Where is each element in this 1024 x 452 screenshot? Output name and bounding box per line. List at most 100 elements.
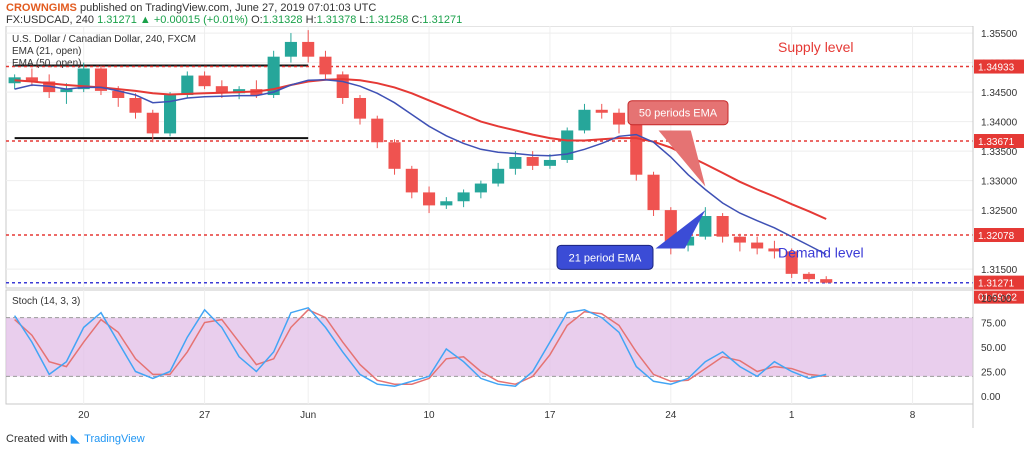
candle-body (371, 118, 384, 143)
ema50-callout-box (627, 100, 729, 126)
low-label: L: (359, 14, 369, 26)
footer: Created with ◣ TradingView (6, 432, 145, 445)
time-tick-label: 24 (665, 410, 677, 421)
publish-line: CROWNGIMS published on TradingView.com, … (6, 2, 376, 14)
stoch-k-line (13, 306, 827, 387)
tradingview-link[interactable]: TradingView (84, 433, 145, 445)
stoch-tick-label: 100.00 (981, 294, 1012, 305)
price-tick-label: 1.31500 (981, 265, 1018, 276)
price-tick-label: 1.34000 (981, 118, 1018, 129)
price-tick-label: 1.34500 (981, 88, 1018, 99)
candle-body (647, 174, 660, 211)
ohlc-line: FX:USDCAD, 240 1.31271 ▲ +0.00015 (+0.01… (6, 14, 462, 26)
close-value: 1.31271 (422, 14, 463, 26)
candle-body (405, 168, 418, 193)
candle-body (526, 157, 539, 166)
price-chart[interactable]: 1.355001.350001.345001.340001.335001.330… (0, 26, 1024, 428)
stoch-tick-label: 0.00 (981, 392, 1001, 403)
stoch-tick-label: 25.00 (981, 368, 1006, 379)
ema21-line (14, 78, 827, 256)
price-tick-label: 1.33500 (981, 147, 1018, 158)
price-pane (5, 26, 974, 289)
symbol-label: FX:USDCAD, 240 (6, 14, 95, 26)
countdown-tag (974, 290, 1024, 304)
candle-body (112, 90, 125, 98)
candle-body (474, 183, 487, 193)
candle-body (60, 89, 73, 93)
candle-body (164, 95, 177, 134)
level-price-label: 1.34933 (978, 63, 1015, 74)
legend-entry: EMA (21, open) (12, 46, 81, 57)
demand-level-label: Demand level (778, 244, 864, 260)
time-tick-label: 17 (544, 410, 556, 421)
ema21-callout-box (556, 244, 654, 270)
level-price-tag (974, 59, 1024, 74)
open-label: O: (251, 14, 263, 26)
candle-body (129, 97, 142, 113)
level-price-label: 1.33671 (978, 137, 1015, 148)
stoch-d-line (14, 308, 827, 385)
current-price-tag (974, 275, 1024, 290)
candle-body (302, 41, 315, 57)
stoch-band (6, 317, 973, 377)
supply-level-label: Supply level (778, 39, 854, 55)
candle-body (181, 75, 194, 96)
level-price-tag (974, 228, 1024, 243)
time-tick-label: Jun (300, 410, 316, 421)
open-value: 1.31328 (262, 14, 303, 26)
price-tick-label: 1.33000 (981, 177, 1018, 188)
candle-body (353, 97, 367, 119)
candle-body (785, 251, 798, 274)
ema21-callout-text: 21 period EMA (569, 252, 642, 264)
stoch-title: Stoch (14, 3, 3) (12, 296, 80, 307)
time-tick-label: 10 (424, 410, 436, 421)
candle-body (146, 112, 159, 134)
stoch-tick-label: 50.00 (981, 343, 1006, 354)
time-tick-label: 27 (199, 410, 211, 421)
price-change: +0.00015 (+0.01%) (153, 14, 249, 26)
candle-body (561, 130, 574, 160)
candle-body (716, 216, 729, 237)
candle-body (198, 75, 211, 87)
high-label: H: (305, 14, 317, 26)
price-tick-label: 1.35500 (981, 29, 1018, 40)
time-tick-label: 8 (910, 410, 916, 421)
high-value: 1.31378 (316, 14, 357, 26)
chart-header: CROWNGIMS published on TradingView.com, … (0, 0, 1024, 26)
candle-body (423, 192, 436, 206)
candle-body (336, 74, 349, 98)
last-price: 1.31271 (97, 14, 137, 26)
candle-body (768, 248, 781, 252)
tradingview-logo-icon: ◣ (70, 433, 80, 445)
candle-body (578, 109, 591, 131)
candle-body (820, 279, 833, 283)
time-tick-label: 20 (78, 410, 90, 421)
candle-body (612, 112, 626, 125)
up-arrow-icon: ▲ (139, 14, 151, 26)
level-price-label: 1.32078 (978, 231, 1015, 242)
time-tick-label: 1 (789, 410, 795, 421)
legend-entry: EMA (50, open) (12, 58, 81, 69)
ema50-callout-text: 50 periods EMA (639, 108, 718, 120)
candle-body (595, 109, 608, 113)
chart-title: U.S. Dollar / Canadian Dollar, 240, FXCM (12, 34, 196, 45)
candle-body (267, 56, 280, 96)
current-price-label: 1.31271 (978, 279, 1015, 290)
countdown-label: 01:59:02 (978, 293, 1017, 304)
price-tick-label: 1.32500 (981, 206, 1018, 217)
candle-body (733, 236, 746, 243)
candle-body (25, 77, 38, 82)
ema21-callout-pointer (655, 210, 706, 249)
close-label: C: (411, 14, 423, 26)
published-text: published on TradingView.com, June 27, 2… (79, 2, 377, 14)
low-value: 1.31258 (368, 14, 409, 26)
ema50-callout-pointer (658, 130, 706, 187)
candle-body (215, 86, 228, 94)
candle-body (751, 242, 764, 249)
candle-body (630, 124, 643, 175)
publisher-name[interactable]: CROWNGIMS (6, 2, 77, 14)
candle-body (388, 142, 401, 169)
candle-body (509, 157, 522, 169)
created-with-text: Created with (6, 433, 68, 445)
candle-body (94, 68, 108, 91)
